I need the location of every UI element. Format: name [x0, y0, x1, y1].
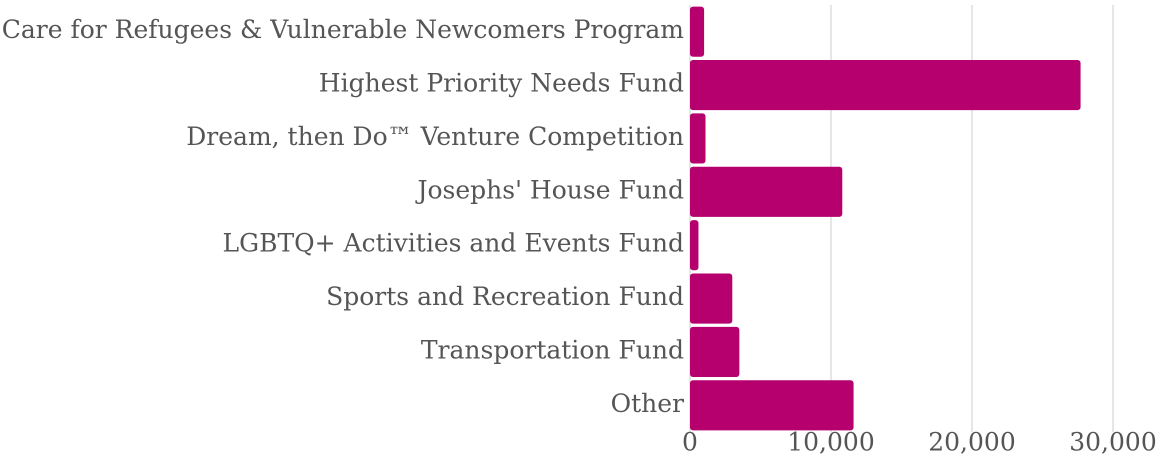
- bar: [690, 59, 1081, 111]
- y-tick-label: Dream, then Do™ Venture Competition: [186, 122, 684, 151]
- bar: [690, 220, 699, 271]
- bar: [690, 113, 706, 164]
- x-tick-label: 10,000: [787, 428, 874, 457]
- x-tick-label: 20,000: [928, 428, 1015, 457]
- x-tick-label: 0: [682, 428, 698, 457]
- bar: [690, 6, 705, 57]
- y-tick-label: Transportation Fund: [421, 335, 684, 364]
- y-tick-label: Josephs' House Fund: [414, 175, 684, 204]
- bar: [690, 273, 733, 324]
- bar: [690, 380, 854, 431]
- bar: [690, 166, 843, 217]
- x-tick-label: 30,000: [1069, 428, 1156, 457]
- y-tick-label: Care for Refugees & Vulnerable Newcomers…: [2, 15, 685, 44]
- bar: [690, 326, 740, 378]
- y-tick-label: Highest Priority Needs Fund: [319, 69, 684, 98]
- y-tick-label: Sports and Recreation Fund: [326, 282, 684, 311]
- y-tick-label: Other: [611, 389, 684, 418]
- y-tick-label: LGBTQ+ Activities and Events Fund: [223, 229, 684, 258]
